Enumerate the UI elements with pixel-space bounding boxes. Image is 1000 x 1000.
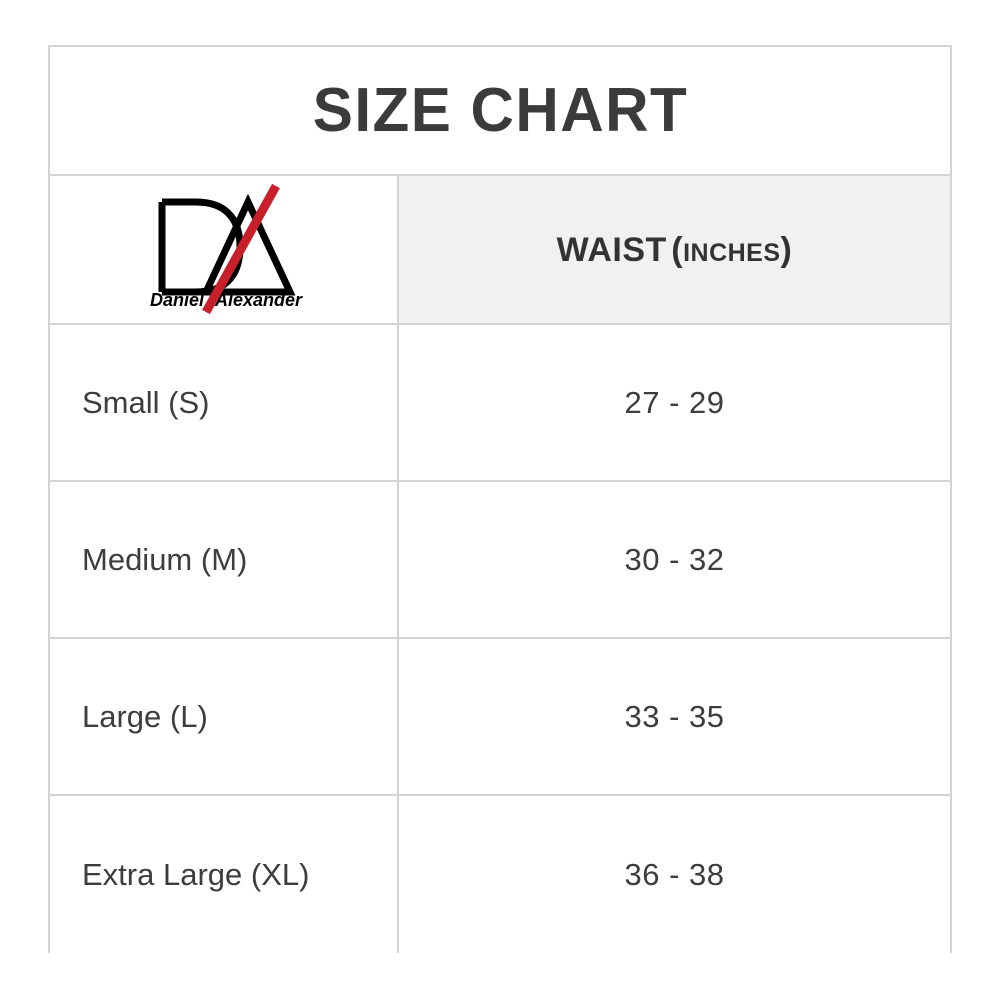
cell-size-name: Medium (M) [50, 482, 399, 637]
cell-waist-value: 30 - 32 [399, 482, 950, 637]
table-row: Large (L) 33 - 35 [50, 639, 950, 796]
logo-wordmark-left: Daniel [150, 290, 205, 310]
waist-value: 27 - 29 [624, 385, 725, 420]
table-header-row: Daniel Alexander WAIST (INCHES) [50, 176, 950, 325]
logo-wordmark-right: Alexander [214, 290, 303, 310]
cell-waist-value: 27 - 29 [399, 325, 950, 480]
cell-size-name: Extra Large (XL) [50, 796, 399, 953]
page-title: SIZE CHART [312, 75, 688, 145]
table-row: Medium (M) 30 - 32 [50, 482, 950, 639]
header-cell-brand: Daniel Alexander [50, 176, 399, 323]
cell-size-name: Large (L) [50, 639, 399, 794]
header-cell-waist: WAIST (INCHES) [399, 176, 950, 323]
cell-size-name: Small (S) [50, 325, 399, 480]
waist-header-unit: (INCHES) [671, 231, 792, 269]
waist-value: 30 - 32 [624, 542, 725, 577]
size-chart-table: SIZE CHART [48, 45, 952, 953]
logo-mark-icon: Daniel Alexander [150, 183, 303, 314]
waist-unit-open-paren: ( [671, 230, 684, 269]
waist-unit-close-paren: ) [780, 230, 793, 269]
waist-unit-text: INCHES [683, 238, 781, 267]
waist-header-main: WAIST [556, 230, 667, 269]
daniel-alexander-logo: Daniel Alexander [144, 180, 304, 320]
table-row: Extra Large (XL) 36 - 38 [50, 796, 950, 953]
size-label: Large (L) [82, 699, 208, 734]
size-label: Medium (M) [82, 542, 248, 577]
waist-value: 33 - 35 [624, 699, 725, 734]
table-row: Small (S) 27 - 29 [50, 325, 950, 482]
table-title-row: SIZE CHART [50, 47, 950, 176]
logo-red-slash-icon [201, 183, 280, 314]
size-label: Small (S) [82, 385, 210, 420]
waist-value: 36 - 38 [624, 857, 725, 892]
cell-waist-value: 36 - 38 [399, 796, 950, 953]
waist-column-header: WAIST (INCHES) [557, 233, 793, 267]
size-label: Extra Large (XL) [82, 857, 310, 892]
cell-waist-value: 33 - 35 [399, 639, 950, 794]
